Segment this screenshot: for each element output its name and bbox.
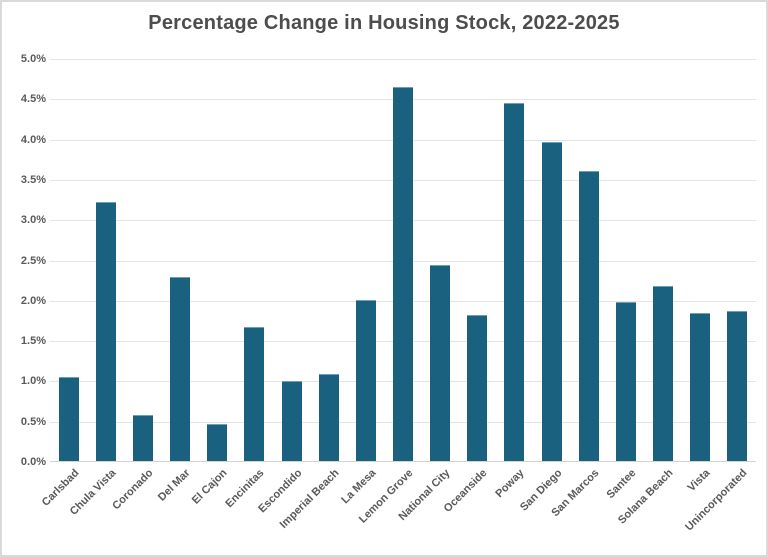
bar-escondido bbox=[281, 381, 302, 461]
bar-imperial-beach bbox=[318, 374, 339, 461]
y-axis-tick-label: 5.0% bbox=[20, 53, 46, 65]
chart-title: Percentage Change in Housing Stock, 2022… bbox=[148, 12, 620, 34]
y-axis-tick-label: 1.0% bbox=[20, 375, 46, 388]
bar-national-city bbox=[430, 264, 451, 461]
bar-poway bbox=[504, 102, 525, 461]
bar-encinitas bbox=[244, 326, 265, 461]
bar-san-diego bbox=[541, 142, 562, 461]
y-axis-tick-label: 0.5% bbox=[20, 415, 46, 428]
bar-solana-beach bbox=[653, 285, 674, 461]
y-axis-tick-label: 3.5% bbox=[20, 173, 46, 186]
bar-lemon-grove bbox=[393, 87, 413, 461]
y-axis-tick-label: 2.5% bbox=[20, 254, 46, 267]
x-axis-line bbox=[50, 461, 756, 462]
y-axis-tick-label: 0.0% bbox=[20, 456, 46, 468]
bar-la-mesa bbox=[355, 300, 376, 461]
bar-coronado bbox=[132, 415, 153, 461]
gridline bbox=[50, 59, 756, 60]
y-axis-tick-label: 2.0% bbox=[20, 294, 46, 307]
bar-del-mar bbox=[170, 277, 191, 461]
bar-vista bbox=[690, 312, 711, 461]
bar-chula-vista bbox=[95, 201, 116, 461]
plot-area bbox=[50, 59, 756, 462]
bar-oceanside bbox=[467, 314, 488, 461]
bar-carlsbad bbox=[58, 377, 79, 461]
bar-unincorporated bbox=[727, 311, 748, 461]
bar-san-marcos bbox=[578, 171, 599, 461]
y-axis-tick-label: 3.0% bbox=[20, 214, 46, 227]
bar-santee bbox=[615, 301, 636, 461]
y-axis-tick-label: 4.5% bbox=[20, 93, 46, 106]
y-axis-tick-label: 4.0% bbox=[20, 133, 46, 146]
bar-el-cajon bbox=[207, 424, 228, 461]
y-axis-tick-label: 1.5% bbox=[20, 335, 46, 348]
